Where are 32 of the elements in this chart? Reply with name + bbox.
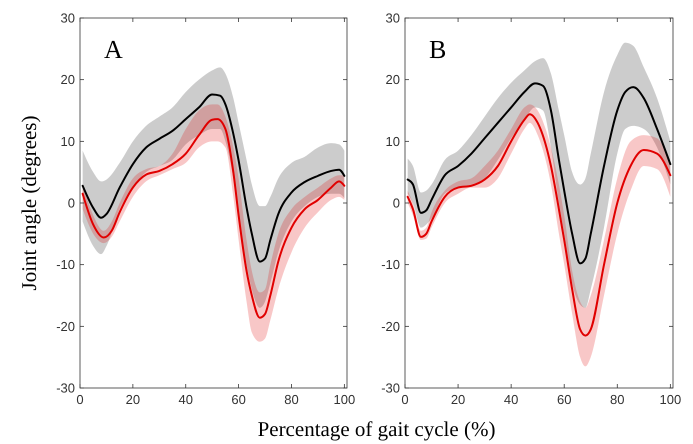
line-series <box>82 118 346 319</box>
x-tick-label: 20 <box>126 392 140 407</box>
y-tick-label: 10 <box>60 134 75 149</box>
y-tick-label: -30 <box>381 380 400 396</box>
x-tick-label: 80 <box>610 392 625 407</box>
text: A <box>104 35 123 64</box>
x-tick-label: 80 <box>284 392 299 407</box>
line-series <box>406 82 672 264</box>
x-tick-label: 20 <box>450 392 466 407</box>
line-series <box>406 113 672 337</box>
line-series <box>82 93 346 263</box>
text: B <box>429 35 446 64</box>
y-tick-label: -20 <box>381 318 400 334</box>
y-tick-label: -10 <box>381 257 400 272</box>
y-tick-label: 30 <box>386 10 400 26</box>
y-tick-label: 20 <box>386 72 400 88</box>
y-tick-label: -20 <box>56 318 75 334</box>
x-tick-label: 100 <box>334 392 356 407</box>
x-axis-title: Percentage of gait cycle (%) <box>258 417 496 441</box>
x-tick-label: 40 <box>504 392 518 407</box>
y-tick-label: -30 <box>56 380 75 396</box>
y-tick-label: 0 <box>392 196 400 210</box>
y-tick-label: 0 <box>68 196 75 210</box>
x-tick-label: 40 <box>178 392 193 407</box>
y-tick-label: 30 <box>60 10 75 26</box>
x-tick-label: 100 <box>659 392 682 407</box>
y-axis-title: Joint angle (degrees) <box>17 116 41 290</box>
x-tick-label: 60 <box>556 392 572 407</box>
x-tick-label: 60 <box>231 392 246 407</box>
y-tick-label: -10 <box>56 257 75 272</box>
y-tick-label: 10 <box>386 134 400 149</box>
y-tick-label: 20 <box>60 72 75 88</box>
